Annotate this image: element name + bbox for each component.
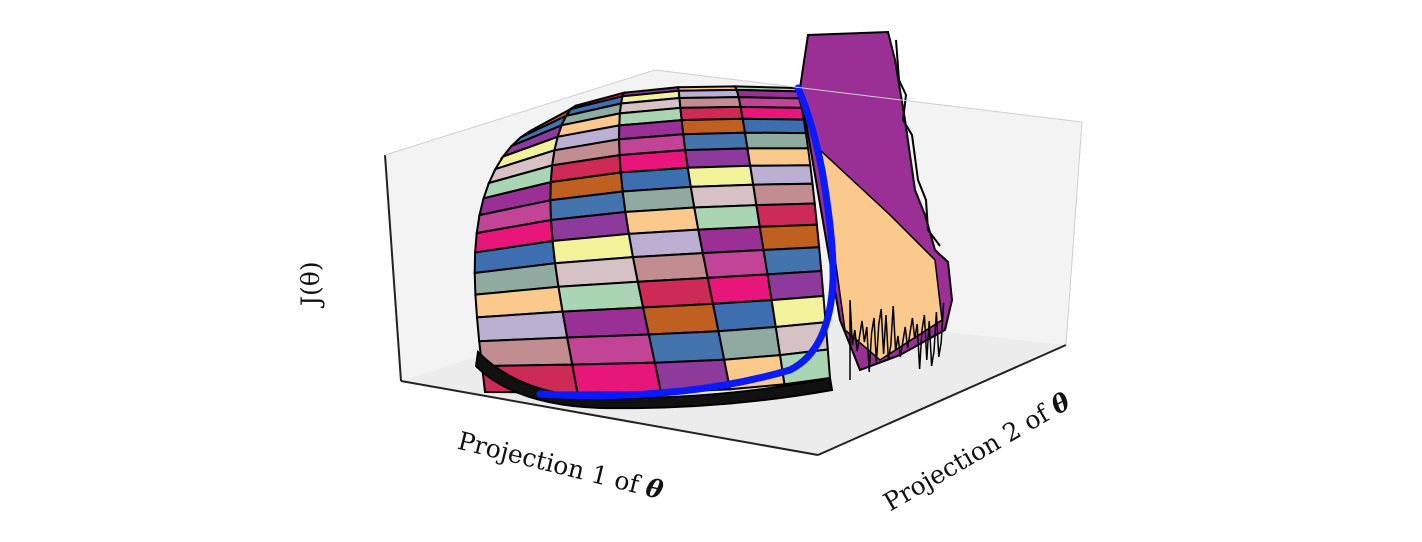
surface-patch <box>631 252 709 283</box>
surface-patch <box>693 204 761 231</box>
surface-patch <box>647 330 726 364</box>
spike-noise <box>849 299 945 380</box>
back-edge-right <box>1065 121 1083 346</box>
surface-patch <box>684 147 752 169</box>
x-axis-line <box>400 380 819 456</box>
surface-patch <box>752 182 816 207</box>
surface-patch <box>680 117 747 136</box>
surface-patch <box>478 336 574 368</box>
surface-patch <box>636 276 715 309</box>
back-edge-top <box>654 69 1083 123</box>
z-axis-line <box>384 154 402 382</box>
z-axis-label: J(θ) <box>296 261 325 306</box>
surface-patch <box>717 325 782 361</box>
surface-patch <box>557 280 645 313</box>
surface-patch <box>739 105 806 121</box>
surface-patch <box>689 183 758 209</box>
surface-patch <box>758 223 821 252</box>
spike-edge <box>895 39 941 247</box>
surface-patch <box>743 131 810 150</box>
axis-frame <box>384 69 1083 456</box>
back-edge-left <box>384 69 656 156</box>
surface-patch <box>741 117 808 135</box>
surface-patch <box>749 164 814 186</box>
surface-patch <box>762 246 823 276</box>
surface-patch <box>755 202 819 228</box>
loss-surface <box>473 85 834 410</box>
surface-patch <box>706 273 773 305</box>
y-axis-line <box>817 344 1067 456</box>
surface-patch <box>682 131 749 152</box>
surface-patch <box>475 310 569 343</box>
noisy-spike-region <box>798 30 954 380</box>
surface-patch <box>746 147 812 167</box>
optimization-trajectory <box>536 84 837 400</box>
surface-patch <box>686 164 755 188</box>
surface-patch <box>561 306 651 339</box>
surface-patch <box>641 302 720 336</box>
surface-patch <box>566 333 657 366</box>
trajectory-line <box>536 84 837 400</box>
surface-patch <box>697 225 765 255</box>
surface-patch <box>701 248 769 279</box>
surface-patch <box>711 299 777 333</box>
surface-patch <box>571 361 663 394</box>
